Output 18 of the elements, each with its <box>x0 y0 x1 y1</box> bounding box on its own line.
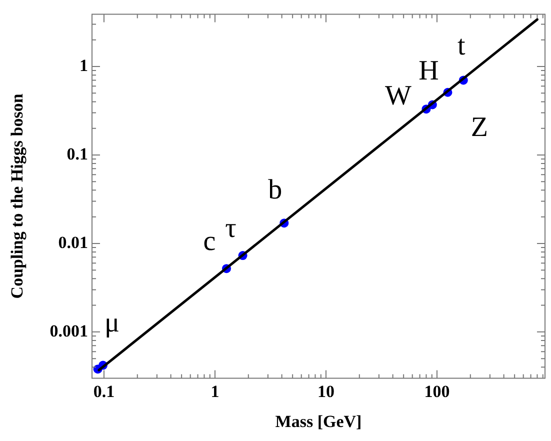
y-tick-label: 1 <box>80 56 88 75</box>
y-tick-label: 0.1 <box>66 144 88 164</box>
y-axis-title: Coupling to the Higgs boson <box>8 93 27 299</box>
annotation: t <box>458 30 466 62</box>
annotation: c <box>203 226 216 257</box>
y-tick-label: 0.01 <box>58 232 88 252</box>
x-tick-label: 0.1 <box>93 382 115 401</box>
x-axis-title: Mass [GeV] <box>275 412 362 432</box>
annotation: μ <box>104 308 120 339</box>
x-tick-label: 100 <box>424 382 450 401</box>
annotation: W <box>385 80 412 112</box>
annotation: b <box>268 174 282 206</box>
annotation: τ <box>225 212 236 244</box>
x-tick-label: 10 <box>317 382 334 401</box>
annotation: Z <box>470 112 488 144</box>
y-tick-label: 0.001 <box>50 321 88 340</box>
x-tick-label: 1 <box>210 382 220 401</box>
annotation: H <box>418 56 439 87</box>
